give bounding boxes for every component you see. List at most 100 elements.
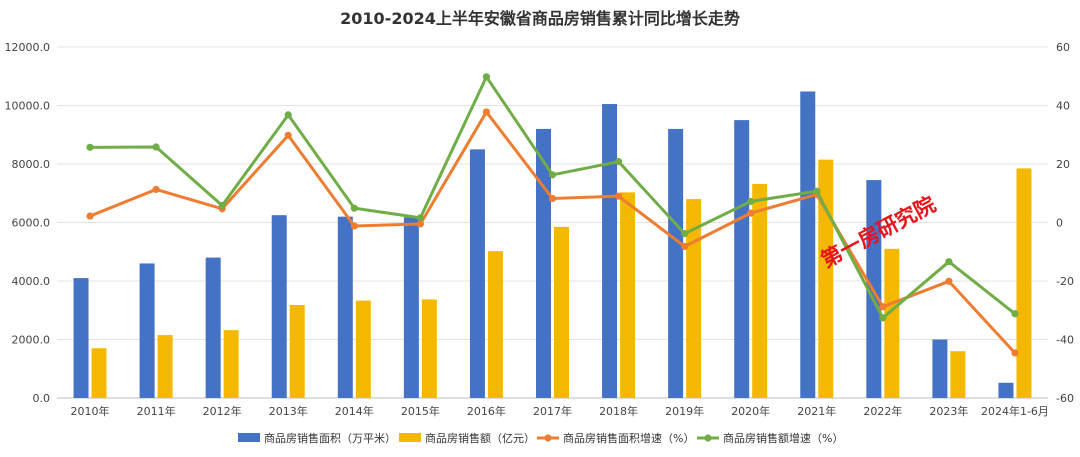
- x-tick-label: 2022年: [863, 404, 902, 418]
- legend-label: 商品房销售额（亿元）: [425, 431, 535, 445]
- y-right-tick-label: 20: [1056, 158, 1070, 171]
- y-right-tick-label: 60: [1056, 41, 1070, 54]
- bar: [668, 128, 684, 398]
- x-tick-label: 2014年: [335, 404, 374, 418]
- bar: [73, 278, 89, 398]
- line-point: [1011, 310, 1019, 318]
- bar: [998, 382, 1014, 398]
- bar: [950, 351, 966, 398]
- bar: [469, 149, 485, 398]
- y-left-tick-label: 6000.0: [12, 217, 51, 230]
- bar: [223, 330, 239, 398]
- y-right-tick-label: -40: [1056, 334, 1074, 347]
- legend-label: 商品房销售额增速（%）: [723, 431, 843, 445]
- bars: [73, 91, 1032, 399]
- y-left-tick-label: 0.0: [33, 392, 51, 405]
- x-tick-label: 2024年1-6月: [981, 404, 1049, 418]
- x-tick-label: 2023年: [929, 404, 968, 418]
- line-point: [482, 108, 491, 116]
- line-point: [879, 314, 887, 322]
- lines: [86, 73, 1019, 357]
- line-point: [945, 277, 953, 285]
- bar: [818, 159, 834, 398]
- bar: [421, 299, 437, 398]
- line-point: [614, 192, 623, 200]
- bar: [403, 217, 419, 398]
- x-tick-label: 2010年: [71, 404, 110, 418]
- bar: [932, 339, 948, 398]
- y-right-tick-label: 40: [1056, 100, 1070, 113]
- bar: [884, 248, 900, 398]
- line-point: [152, 143, 160, 151]
- line-point: [747, 209, 755, 217]
- bar: [620, 192, 636, 398]
- line-point: [86, 143, 94, 151]
- legend-label: 商品房销售面积（万平米）: [264, 431, 396, 445]
- legend-swatch-marker: [544, 434, 552, 442]
- x-tick-label: 2019年: [665, 404, 704, 418]
- y-right-tick-label: -20: [1056, 275, 1074, 288]
- bar: [289, 304, 305, 398]
- x-tick-label: 2015年: [401, 404, 440, 418]
- bar: [554, 226, 569, 398]
- x-tick-label: 2017年: [533, 404, 572, 418]
- bar: [139, 263, 155, 398]
- line-point: [350, 204, 358, 212]
- y-right-tick-label: 0: [1056, 217, 1063, 230]
- line-point: [416, 214, 424, 222]
- y-left-tick-label: 12000.0: [5, 41, 51, 54]
- bar: [800, 91, 816, 399]
- line-point: [284, 111, 292, 119]
- line-point: [284, 131, 292, 139]
- x-tick-label: 2021年: [797, 404, 836, 418]
- line-point: [218, 201, 226, 210]
- line-point: [548, 171, 557, 179]
- bar: [686, 199, 702, 398]
- gridlines: [57, 46, 1048, 399]
- legend: 商品房销售面积（万平米） 商品房销售额（亿元） 商品房销售面积增速（%） 商品房销售额…: [238, 431, 843, 445]
- bar: [271, 215, 287, 398]
- y-right-tick-label: -60: [1056, 392, 1074, 405]
- bar: [1016, 168, 1032, 398]
- left-axis: 0.0 2000.0 4000.0 6000.0 8000.0 10000.0 12000.…: [5, 41, 51, 405]
- bar: [487, 251, 503, 398]
- line-point: [681, 230, 689, 238]
- y-left-tick-label: 10000.0: [5, 100, 51, 113]
- bar: [536, 128, 551, 398]
- line-point: [813, 187, 821, 195]
- line-point: [86, 212, 94, 220]
- y-left-tick-label: 2000.0: [12, 334, 51, 347]
- y-left-tick-label: 8000.0: [12, 158, 51, 171]
- line-point: [548, 194, 557, 203]
- line-point: [879, 303, 887, 311]
- bar: [734, 120, 750, 398]
- line-point: [681, 242, 689, 251]
- bar: [157, 335, 173, 398]
- line-point: [1011, 349, 1019, 357]
- x-tick-label: 2012年: [203, 404, 242, 418]
- x-axis: 2010年 2011年 2012年 2013年 2014年 2015年 2016年 2017年…: [71, 404, 1049, 418]
- x-tick-label: 2011年: [137, 404, 176, 418]
- x-tick-label: 2020年: [731, 404, 770, 418]
- x-tick-label: 2018年: [599, 404, 638, 418]
- line-point: [614, 158, 623, 166]
- line-point: [350, 222, 358, 230]
- x-tick-label: 2013年: [269, 404, 308, 418]
- bar: [337, 216, 353, 398]
- line-point: [747, 197, 755, 206]
- bar: [205, 257, 221, 398]
- line-point: [482, 73, 491, 81]
- line-point: [152, 185, 160, 194]
- line-point: [945, 258, 953, 266]
- bar: [602, 104, 618, 398]
- chart-title: 2010-2024上半年安徽省商品房销售累计同比增长走势: [340, 9, 740, 28]
- bar: [752, 183, 768, 398]
- line-point: [416, 220, 424, 228]
- legend-swatch-marker: [704, 434, 712, 442]
- x-tick-label: 2016年: [467, 404, 506, 418]
- bar: [355, 300, 371, 398]
- legend-swatch: [399, 433, 421, 442]
- legend-label: 商品房销售面积增速（%）: [563, 431, 694, 445]
